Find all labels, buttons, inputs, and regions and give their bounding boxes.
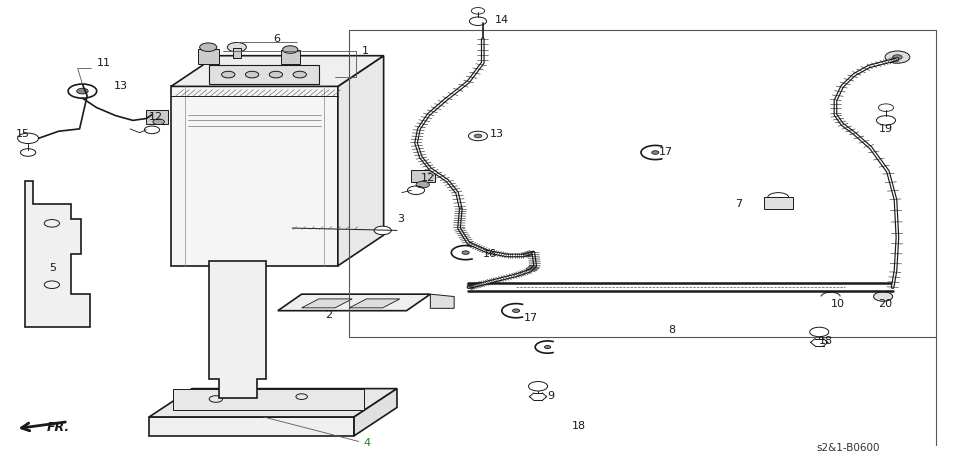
Circle shape [462, 251, 469, 255]
Circle shape [893, 55, 902, 59]
Polygon shape [209, 261, 267, 398]
Circle shape [246, 71, 259, 78]
Polygon shape [278, 294, 430, 311]
Text: 7: 7 [735, 200, 743, 209]
Circle shape [374, 226, 391, 235]
Bar [233, 48, 241, 58]
Text: 13: 13 [489, 129, 504, 139]
Polygon shape [764, 197, 793, 209]
Polygon shape [146, 110, 168, 124]
Polygon shape [411, 171, 435, 182]
Polygon shape [171, 56, 383, 86]
Polygon shape [149, 417, 354, 436]
Bar [173, 389, 363, 410]
Polygon shape [430, 294, 454, 308]
Polygon shape [149, 389, 397, 417]
Circle shape [200, 43, 217, 51]
Text: 17: 17 [524, 313, 538, 323]
Text: 2: 2 [325, 311, 333, 321]
Text: 3: 3 [397, 214, 404, 224]
Text: s2&1-B0600: s2&1-B0600 [816, 443, 880, 453]
Polygon shape [337, 56, 383, 266]
Text: 12: 12 [421, 173, 435, 183]
Text: 20: 20 [879, 299, 893, 309]
Circle shape [874, 292, 893, 301]
Circle shape [652, 151, 659, 154]
Text: 17: 17 [659, 148, 673, 158]
Text: 18: 18 [819, 336, 834, 346]
Circle shape [885, 51, 910, 63]
Circle shape [283, 46, 298, 53]
Circle shape [474, 134, 482, 138]
Circle shape [222, 71, 235, 78]
Text: 10: 10 [831, 299, 845, 309]
Circle shape [270, 71, 283, 78]
Text: 14: 14 [495, 15, 510, 25]
Text: 18: 18 [572, 421, 585, 431]
Text: 1: 1 [361, 46, 369, 56]
Polygon shape [171, 86, 337, 266]
Bar [281, 50, 300, 64]
Circle shape [293, 71, 307, 78]
Text: 12: 12 [149, 112, 163, 122]
Circle shape [228, 42, 247, 52]
Circle shape [416, 181, 429, 188]
Text: 4: 4 [363, 438, 371, 448]
Polygon shape [349, 299, 400, 308]
Circle shape [545, 345, 551, 349]
Polygon shape [302, 299, 352, 308]
Text: 9: 9 [548, 391, 554, 401]
Circle shape [512, 309, 520, 313]
Text: 15: 15 [15, 129, 30, 139]
Bar [209, 65, 318, 84]
Bar [198, 48, 219, 64]
Text: 5: 5 [49, 263, 56, 273]
Text: 6: 6 [273, 34, 280, 44]
Polygon shape [25, 181, 90, 327]
Polygon shape [354, 389, 397, 436]
Circle shape [76, 88, 88, 94]
Text: 11: 11 [97, 58, 111, 68]
Text: 13: 13 [114, 81, 128, 91]
Text: 16: 16 [483, 249, 497, 259]
Text: 8: 8 [668, 324, 676, 334]
Circle shape [153, 119, 164, 124]
Text: 19: 19 [879, 124, 893, 134]
Text: FR.: FR. [47, 421, 71, 434]
